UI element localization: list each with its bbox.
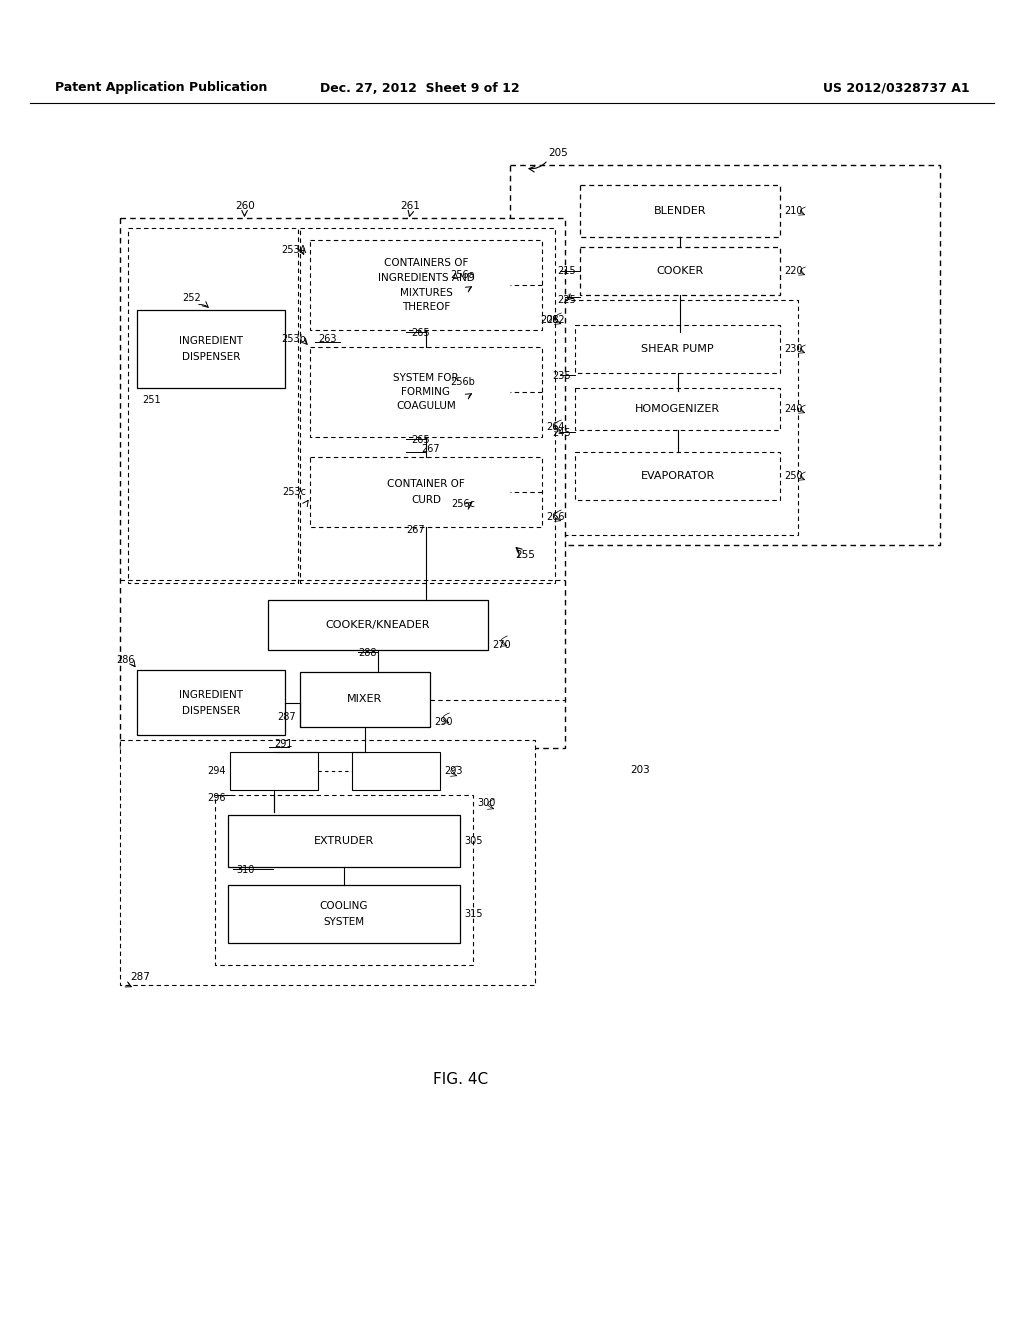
Bar: [120, 741, 535, 985]
Text: CONTAINERS OF: CONTAINERS OF: [384, 257, 468, 268]
Bar: [128, 228, 298, 583]
Text: 208: 208: [541, 315, 559, 325]
Text: INGREDIENT: INGREDIENT: [179, 689, 243, 700]
Bar: [580, 185, 780, 238]
Bar: [228, 814, 460, 867]
Text: US 2012/0328737 A1: US 2012/0328737 A1: [823, 82, 970, 95]
Text: 296: 296: [208, 793, 226, 803]
Text: 265: 265: [411, 327, 430, 338]
Bar: [580, 247, 780, 294]
Text: EXTRUDER: EXTRUDER: [314, 836, 374, 846]
Text: 266: 266: [546, 512, 564, 521]
Bar: [310, 457, 542, 527]
Text: 265: 265: [411, 436, 430, 445]
Bar: [310, 347, 542, 437]
Text: 263: 263: [318, 334, 337, 345]
Text: 240: 240: [784, 404, 803, 414]
Text: DISPENSER: DISPENSER: [182, 352, 241, 362]
Bar: [215, 795, 473, 965]
Text: 235: 235: [552, 371, 571, 381]
Text: MIXTURES: MIXTURES: [399, 288, 453, 298]
Text: 287: 287: [130, 972, 150, 982]
Bar: [310, 240, 542, 330]
Text: FORMING: FORMING: [401, 387, 451, 397]
Text: 252: 252: [182, 293, 201, 304]
Bar: [575, 325, 780, 374]
Text: MIXER: MIXER: [347, 694, 383, 705]
Text: 287: 287: [278, 711, 296, 722]
Bar: [300, 672, 430, 727]
Text: Dec. 27, 2012  Sheet 9 of 12: Dec. 27, 2012 Sheet 9 of 12: [321, 82, 520, 95]
Bar: [575, 451, 780, 500]
Text: BLENDER: BLENDER: [653, 206, 707, 216]
Text: FIG. 4C: FIG. 4C: [433, 1072, 488, 1088]
Text: 261: 261: [400, 201, 420, 211]
Text: 293: 293: [444, 766, 463, 776]
Text: 286: 286: [117, 655, 135, 665]
Text: SYSTEM: SYSTEM: [324, 917, 365, 927]
Text: COOLING: COOLING: [319, 902, 369, 911]
Bar: [228, 884, 460, 942]
Bar: [300, 228, 555, 583]
Text: 291: 291: [274, 739, 293, 748]
Text: 253c: 253c: [282, 487, 306, 498]
Text: 290: 290: [434, 717, 453, 727]
Text: 215: 215: [557, 267, 575, 276]
Bar: [268, 601, 488, 649]
Text: 310: 310: [236, 865, 254, 875]
Bar: [575, 388, 780, 430]
Text: INGREDIENT: INGREDIENT: [179, 337, 243, 346]
Text: COAGULUM: COAGULUM: [396, 401, 456, 411]
Text: 256c: 256c: [451, 499, 475, 510]
Text: HOMOGENIZER: HOMOGENIZER: [635, 404, 720, 414]
Text: CURD: CURD: [411, 495, 441, 506]
Text: 230: 230: [784, 345, 803, 354]
Text: 267: 267: [421, 444, 439, 454]
Text: INGREDIENTS AND: INGREDIENTS AND: [378, 273, 474, 282]
Text: 253b: 253b: [282, 334, 306, 345]
Text: 245: 245: [552, 428, 571, 438]
Text: 253A: 253A: [281, 246, 306, 255]
Text: 250: 250: [784, 471, 803, 480]
Text: 203: 203: [630, 766, 650, 775]
Text: SYSTEM FOR: SYSTEM FOR: [393, 374, 459, 383]
Text: 256a: 256a: [451, 271, 475, 280]
Text: CONTAINER OF: CONTAINER OF: [387, 479, 465, 488]
Bar: [510, 165, 940, 545]
Text: 210: 210: [784, 206, 803, 216]
Bar: [137, 310, 285, 388]
Text: 288: 288: [358, 648, 377, 657]
Text: 251: 251: [142, 395, 161, 405]
Bar: [563, 300, 798, 535]
Text: 315: 315: [464, 909, 482, 919]
Text: COOKER: COOKER: [656, 267, 703, 276]
Text: 260: 260: [236, 201, 255, 211]
Text: DISPENSER: DISPENSER: [182, 705, 241, 715]
Bar: [230, 752, 318, 789]
Text: EVAPORATOR: EVAPORATOR: [640, 471, 715, 480]
Text: SHEAR PUMP: SHEAR PUMP: [641, 345, 714, 354]
Text: 267: 267: [406, 525, 425, 535]
Text: 294: 294: [208, 766, 226, 776]
Text: 262: 262: [546, 315, 564, 325]
Text: 205: 205: [548, 148, 567, 158]
Text: 255: 255: [515, 550, 535, 560]
Text: 270: 270: [492, 640, 511, 649]
Bar: [352, 752, 440, 789]
Text: 264: 264: [546, 422, 564, 432]
Bar: [120, 218, 565, 748]
Bar: [137, 671, 285, 735]
Text: COOKER/KNEADER: COOKER/KNEADER: [326, 620, 430, 630]
Text: 300: 300: [477, 799, 496, 808]
Text: Patent Application Publication: Patent Application Publication: [55, 82, 267, 95]
Text: THEREOF: THEREOF: [401, 302, 451, 312]
Text: 220: 220: [784, 267, 803, 276]
Text: 225: 225: [557, 294, 575, 305]
Text: 256b: 256b: [451, 378, 475, 387]
Text: 305: 305: [464, 836, 482, 846]
